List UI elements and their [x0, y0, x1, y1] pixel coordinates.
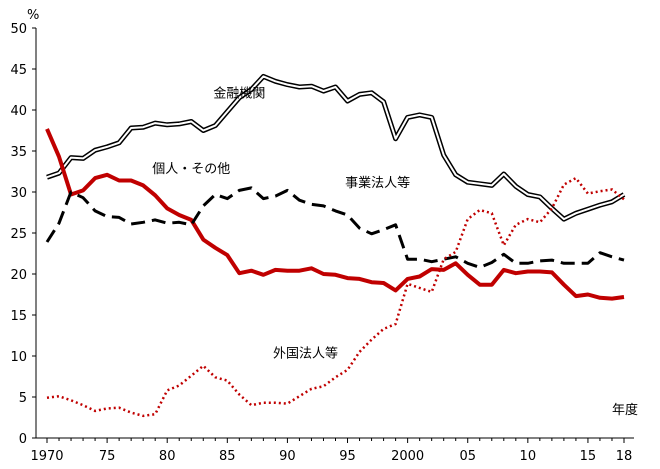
series-individuals-others: [45, 128, 625, 301]
y-tick-label: 25: [10, 227, 27, 242]
x-tick-label: 1970: [30, 449, 63, 464]
x-tick-label: 85: [219, 449, 236, 464]
y-tick-label: 50: [10, 22, 27, 37]
series-label-financial-institutions: 金融機関: [213, 86, 265, 102]
x-tick-label: 95: [339, 449, 356, 464]
x-tick-label: 05: [459, 449, 476, 464]
y-tick-label: 15: [10, 309, 27, 324]
series-line: [45, 128, 625, 301]
y-tick-label: 10: [10, 350, 27, 365]
y-tick-label: 5: [19, 391, 27, 406]
y-axis-unit-label: %: [27, 8, 39, 23]
series-line: [46, 176, 625, 418]
x-axis-unit-label: 年度: [612, 402, 638, 418]
series-line: [45, 186, 625, 269]
x-tick-label: 10: [520, 449, 537, 464]
y-tick-label: 40: [10, 104, 27, 119]
series-foreign-corporations: [46, 176, 625, 418]
series-line-inner: [46, 75, 625, 221]
y-tick-label: 0: [19, 432, 27, 447]
x-tick-label: 80: [159, 449, 176, 464]
x-tick-label: 90: [279, 449, 296, 464]
x-tick-label: 15: [580, 449, 597, 464]
series-line-outer: [46, 73, 626, 222]
series-business-corporations: [45, 186, 625, 269]
y-tick-label: 20: [10, 268, 27, 283]
x-tick-label: 2000: [391, 449, 424, 464]
y-tick-label: 30: [10, 186, 27, 201]
x-tick-label: 18: [616, 449, 633, 464]
series-label-business-corporations: 事業法人等: [345, 175, 410, 191]
y-tick-label: 45: [10, 63, 27, 78]
series-financial-institutions: [46, 73, 626, 222]
series-label-individuals-others: 個人・その他: [152, 162, 230, 177]
x-tick-label: 75: [99, 449, 116, 464]
chart-series: [45, 73, 626, 418]
y-tick-label: 35: [10, 145, 27, 160]
series-label-foreign-corporations: 外国法人等: [273, 346, 338, 362]
